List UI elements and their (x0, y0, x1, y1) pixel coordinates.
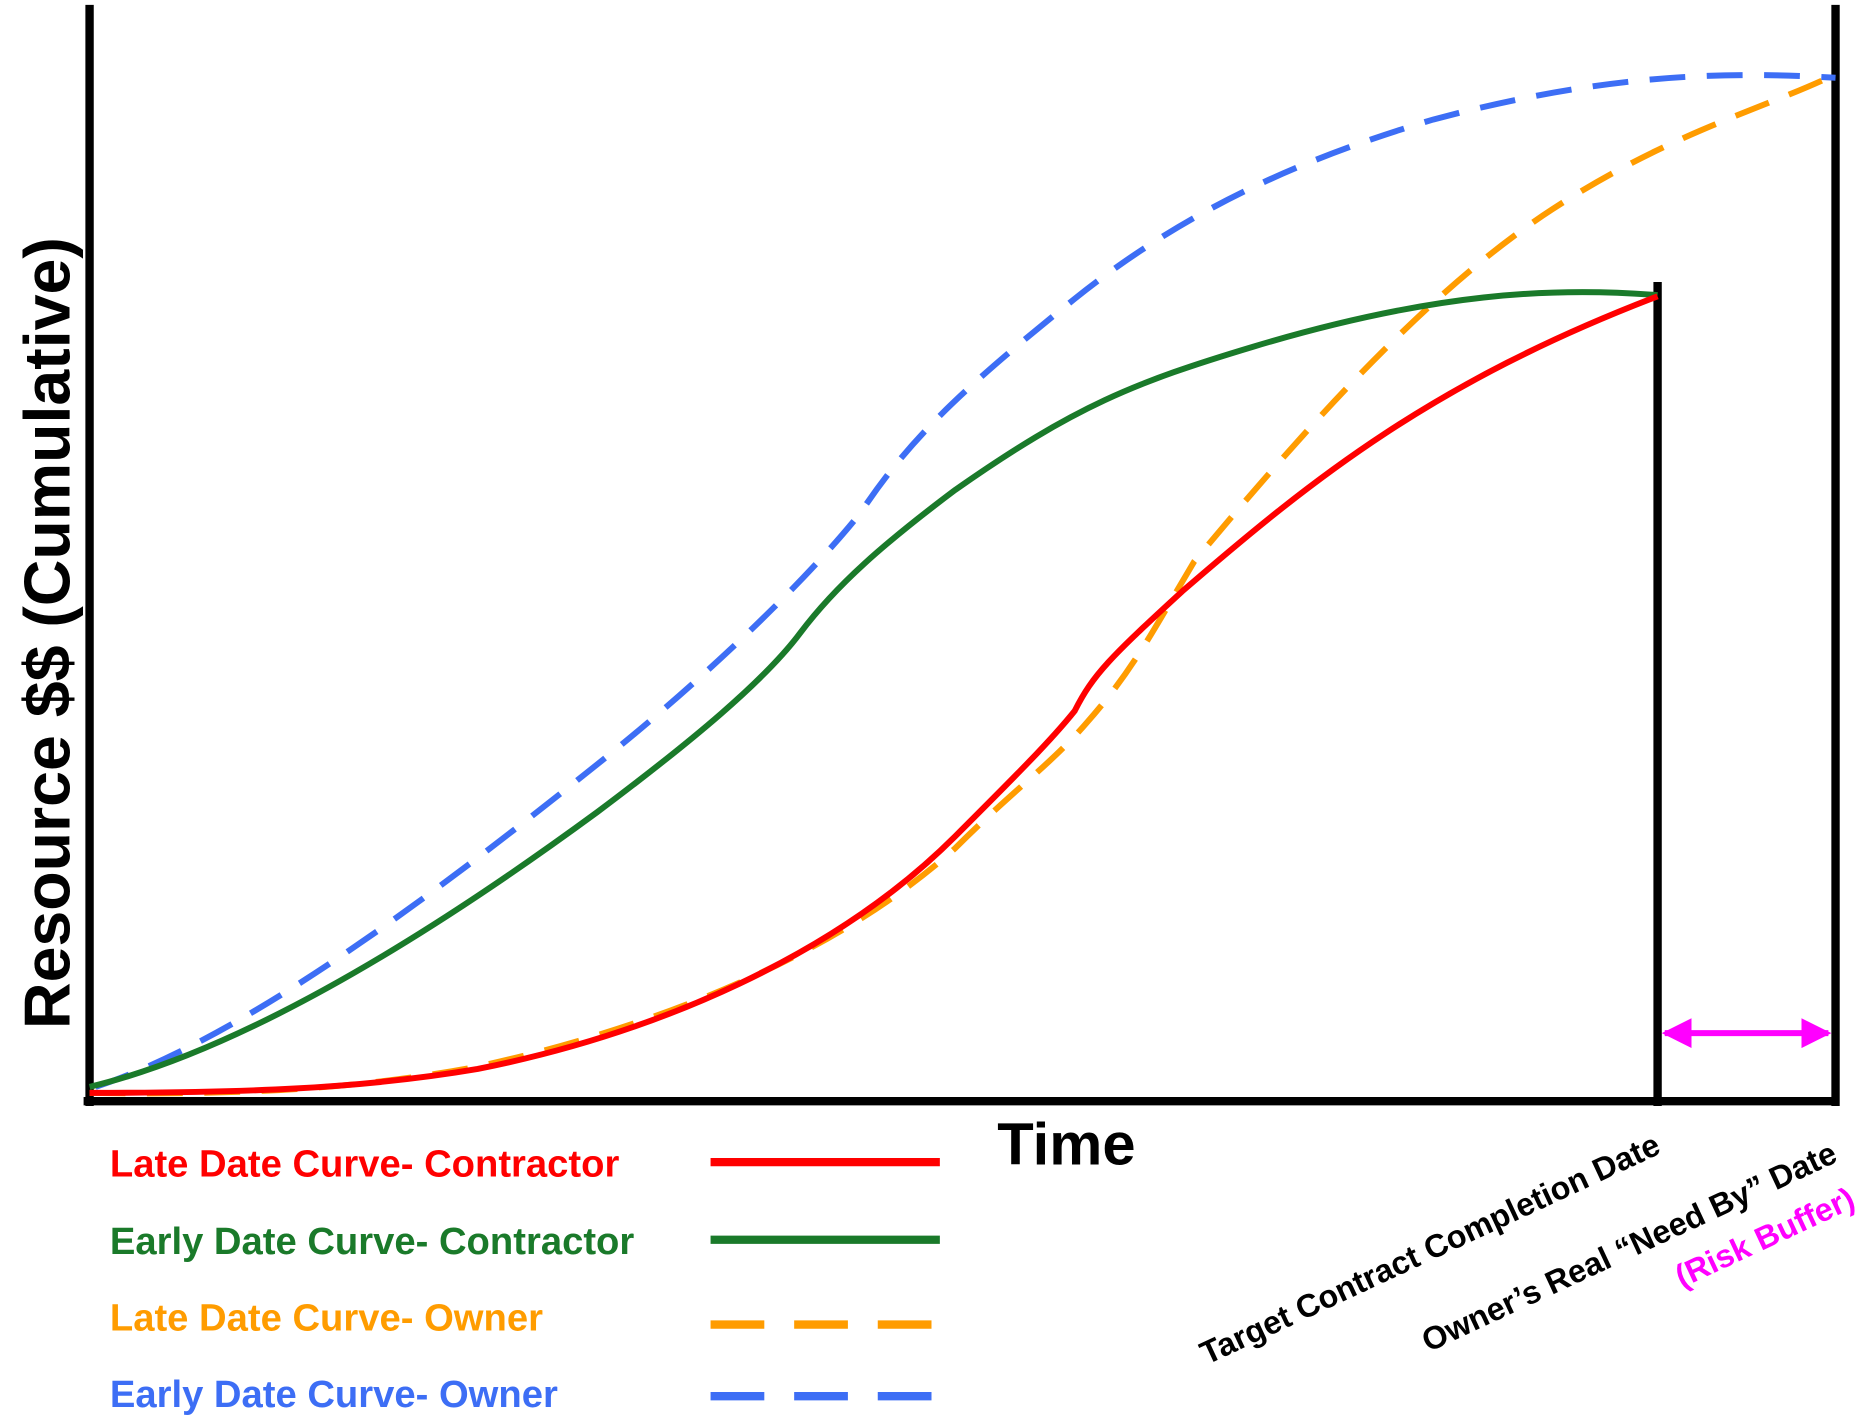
legend-label: Early Date Curve- Owner (110, 1373, 558, 1416)
legend-label: Late Date Curve- Contractor (110, 1142, 620, 1185)
early-owner-curve (94, 72, 1836, 1090)
late-owner-curve (89, 71, 1837, 1097)
late-contractor-curve (89, 293, 1659, 1096)
legend-label: Late Date Curve- Owner (110, 1297, 543, 1340)
y-axis-label: Resource $$ (Cumulative) (11, 237, 83, 1029)
early-contractor-curve (88, 289, 1658, 1090)
x-axis-label: Time (997, 1111, 1135, 1178)
legend-label: Early Date Curve- Contractor (110, 1220, 635, 1263)
